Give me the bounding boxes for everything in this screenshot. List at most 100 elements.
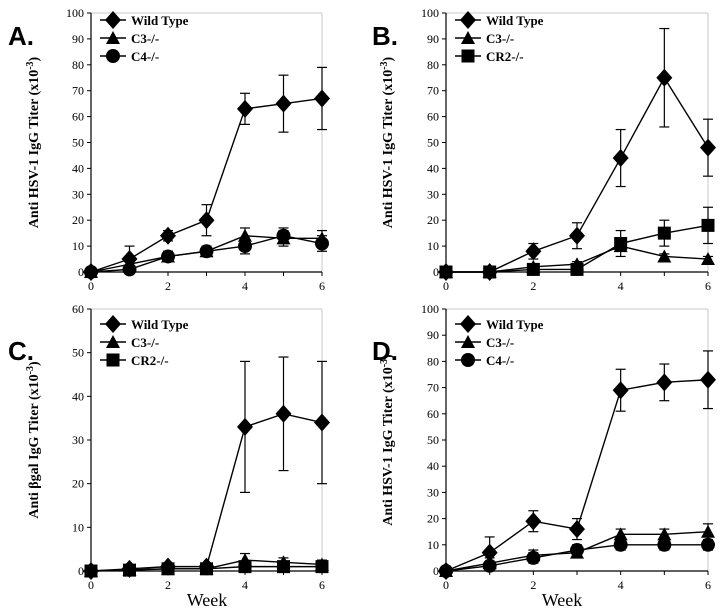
x-tick-label: 0 bbox=[88, 279, 94, 293]
data-point bbox=[160, 557, 176, 576]
legend-label: Wild Type bbox=[486, 13, 544, 28]
series-wild-type bbox=[438, 350, 716, 580]
legend-label: C4-/- bbox=[486, 353, 514, 368]
y-tick-label: 20 bbox=[427, 512, 439, 526]
series-wild-type bbox=[438, 27, 716, 281]
x-tick-label: 6 bbox=[705, 578, 711, 592]
x-axis-label: Week bbox=[187, 590, 228, 610]
y-axis-label: Anti HSV-1 IgG Titer (x10-3) bbox=[379, 56, 396, 228]
data-point bbox=[570, 257, 584, 271]
data-point bbox=[438, 562, 454, 580]
x-tick-label: 6 bbox=[705, 279, 711, 293]
data-point bbox=[276, 231, 291, 245]
legend-marker bbox=[105, 315, 121, 333]
data-point bbox=[570, 545, 584, 559]
data-point bbox=[275, 94, 292, 113]
series-line bbox=[90, 413, 323, 572]
x-axis-label: Week bbox=[542, 590, 583, 610]
legend-marker bbox=[106, 49, 120, 63]
data-point bbox=[656, 373, 673, 392]
data-point bbox=[160, 226, 176, 245]
legend-marker bbox=[461, 335, 475, 348]
y-tick-label: 20 bbox=[72, 477, 84, 491]
data-point bbox=[314, 89, 330, 108]
legend-label: C4-/- bbox=[131, 49, 159, 64]
panel-letter: A. bbox=[8, 21, 34, 51]
y-tick-label: 100 bbox=[66, 6, 84, 20]
data-point bbox=[315, 557, 329, 571]
legend-label: C3-/- bbox=[131, 31, 159, 46]
data-point bbox=[276, 555, 291, 569]
legend-marker bbox=[106, 335, 120, 348]
panel-a: 0 10 20 30 40 50 60 70 80 90 100 0 2 4 6 Anti HSV-1 IgG… bbox=[8, 6, 330, 293]
legend-marker bbox=[461, 353, 475, 367]
data-point bbox=[525, 242, 542, 261]
data-point bbox=[238, 553, 252, 567]
y-tick-label: 30 bbox=[427, 485, 439, 499]
y-tick-label: 10 bbox=[72, 239, 84, 253]
data-point bbox=[612, 149, 629, 168]
data-point bbox=[238, 239, 252, 254]
y-tick-label: 60 bbox=[427, 407, 439, 421]
x-tick-label: 2 bbox=[530, 279, 536, 293]
y-tick-label: 100 bbox=[421, 6, 439, 20]
legend-label: Wild Type bbox=[131, 317, 189, 332]
data-point bbox=[315, 231, 329, 245]
data-point bbox=[613, 239, 628, 253]
y-tick-label: 40 bbox=[427, 161, 439, 175]
legend-marker bbox=[106, 31, 120, 44]
data-point bbox=[656, 68, 673, 87]
x-tick-label: 4 bbox=[242, 279, 248, 293]
data-point bbox=[701, 537, 715, 552]
y-axis-label: Anti βgal IgG Titer (x10-3) bbox=[25, 361, 42, 519]
legend-label: Wild Type bbox=[131, 13, 189, 28]
data-point bbox=[526, 548, 541, 562]
x-tick-label: 4 bbox=[618, 279, 624, 293]
x-tick-label: 0 bbox=[443, 578, 449, 592]
data-point bbox=[613, 537, 628, 552]
legend-label: CR2-/- bbox=[131, 353, 169, 368]
legend-marker bbox=[460, 11, 476, 29]
y-tick-label: 40 bbox=[72, 389, 84, 403]
data-point bbox=[237, 417, 253, 436]
y-tick-label: 30 bbox=[72, 433, 84, 447]
data-point bbox=[657, 537, 672, 552]
y-tick-label: 20 bbox=[72, 213, 84, 227]
data-point bbox=[237, 99, 253, 118]
y-tick-label: 0 bbox=[78, 564, 84, 578]
x-tick-label: 4 bbox=[618, 578, 624, 592]
legend-marker bbox=[105, 11, 121, 29]
x-tick-label: 0 bbox=[88, 578, 94, 592]
data-point bbox=[701, 524, 715, 538]
data-point bbox=[83, 562, 99, 580]
y-tick-label: 70 bbox=[427, 84, 439, 98]
data-point bbox=[238, 228, 252, 242]
data-point bbox=[569, 226, 585, 245]
series-wild-type bbox=[83, 66, 330, 281]
data-point bbox=[657, 249, 672, 263]
data-point bbox=[657, 527, 672, 541]
legend-label: CR2-/- bbox=[486, 49, 524, 64]
data-point bbox=[314, 413, 330, 432]
data-point bbox=[121, 559, 138, 578]
y-tick-label: 90 bbox=[72, 32, 84, 46]
x-tick-label: 0 bbox=[443, 279, 449, 293]
y-tick-label: 50 bbox=[427, 433, 439, 447]
y-tick-label: 50 bbox=[72, 346, 84, 360]
data-point bbox=[526, 259, 541, 273]
x-tick-label: 2 bbox=[530, 578, 536, 592]
y-tick-label: 90 bbox=[427, 32, 439, 46]
panel-letter: D. bbox=[372, 336, 398, 366]
x-tick-label: 2 bbox=[165, 578, 171, 592]
panel-c: 0 10 20 30 40 50 60 0 2 4 6 Anti βgal IgG Titer (x1… bbox=[8, 302, 330, 610]
y-tick-label: 80 bbox=[72, 58, 84, 72]
data-point bbox=[525, 512, 542, 531]
data-point bbox=[199, 244, 214, 258]
y-tick-label: 50 bbox=[427, 136, 439, 150]
series-wild-type bbox=[83, 356, 330, 580]
y-tick-label: 10 bbox=[72, 520, 84, 534]
y-tick-label: 20 bbox=[427, 213, 439, 227]
data-point bbox=[569, 520, 585, 539]
legend-label: C3-/- bbox=[131, 335, 159, 350]
